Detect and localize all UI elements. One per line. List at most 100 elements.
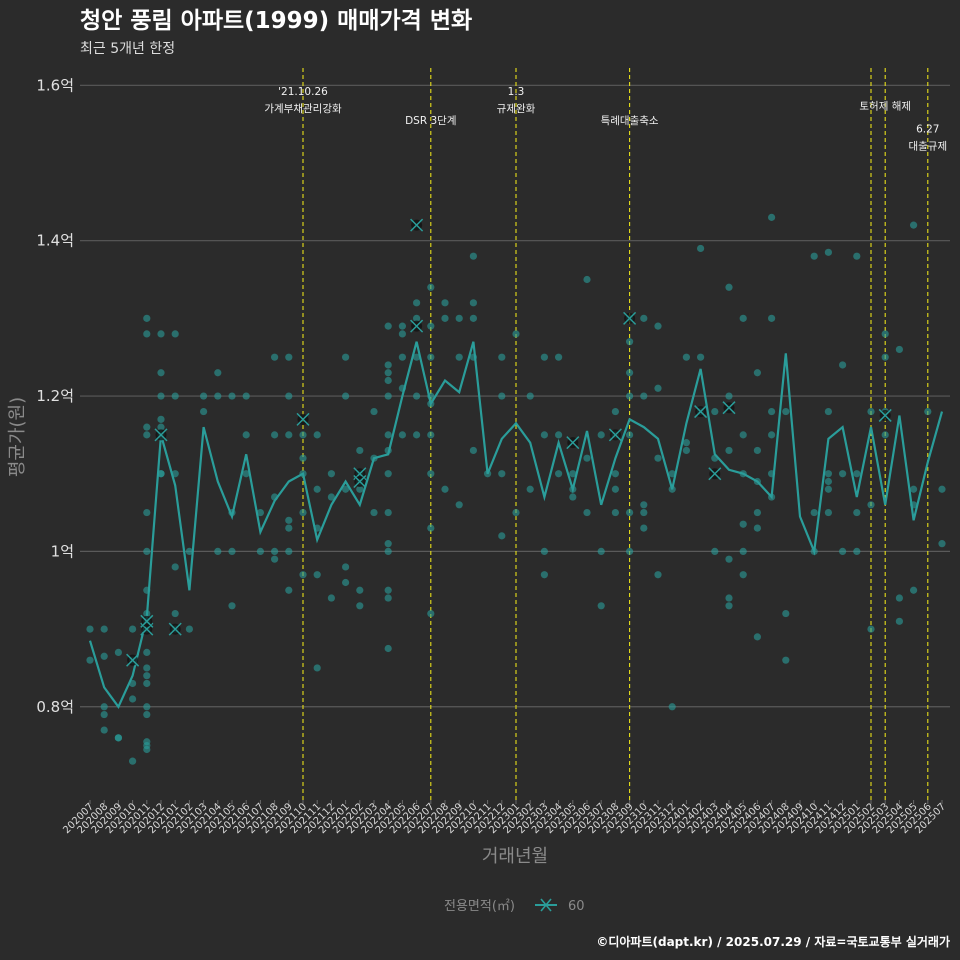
transaction-point xyxy=(398,322,406,330)
transaction-point xyxy=(938,485,946,493)
transaction-point xyxy=(824,477,833,486)
average-marker-stroke xyxy=(566,436,580,450)
average-marker-stroke xyxy=(878,408,892,422)
transaction-point xyxy=(129,695,137,703)
transaction-point xyxy=(342,563,350,571)
transaction-point xyxy=(725,392,733,400)
transaction-point xyxy=(739,314,747,322)
transaction-point xyxy=(824,248,833,256)
transaction-point xyxy=(739,431,747,439)
average-marker xyxy=(410,218,424,232)
average-marker-stroke xyxy=(353,474,367,489)
transaction-point xyxy=(285,392,293,400)
transaction-point xyxy=(725,602,733,610)
average-marker-stroke xyxy=(410,319,424,333)
transaction-point xyxy=(242,392,250,400)
transaction-point xyxy=(129,625,137,633)
transaction-point xyxy=(143,648,151,657)
average-marker xyxy=(623,311,637,325)
transaction-point xyxy=(384,322,392,330)
transaction-point xyxy=(654,571,662,579)
transaction-point xyxy=(143,679,151,688)
transaction-point xyxy=(640,501,648,509)
event-label: 규제완화 xyxy=(497,102,536,115)
event-label: '21.10.26 xyxy=(278,86,328,98)
transaction-point xyxy=(867,407,875,416)
transaction-point xyxy=(100,703,108,711)
transaction-point xyxy=(384,594,392,602)
transaction-point xyxy=(114,648,122,657)
transaction-point xyxy=(725,283,733,291)
average-marker xyxy=(878,408,892,422)
transaction-point xyxy=(427,524,435,532)
transaction-point xyxy=(384,392,392,400)
transaction-point xyxy=(654,384,662,392)
transaction-point xyxy=(214,547,222,556)
transaction-point xyxy=(157,415,165,423)
transaction-point xyxy=(654,454,662,462)
transaction-point xyxy=(895,345,904,354)
transaction-point xyxy=(143,330,151,338)
event-label: 토허제 해제 xyxy=(859,100,911,113)
transaction-point xyxy=(313,664,321,672)
average-marker xyxy=(353,474,367,489)
transaction-point xyxy=(512,330,520,338)
transaction-point xyxy=(881,353,889,361)
transaction-point xyxy=(441,485,449,493)
transaction-point xyxy=(356,446,364,455)
transaction-point xyxy=(143,423,151,431)
transaction-point xyxy=(782,407,790,416)
average-marker xyxy=(566,436,580,450)
transaction-point xyxy=(384,586,392,594)
transaction-point xyxy=(384,470,392,478)
transaction-point xyxy=(555,470,563,478)
transaction-point xyxy=(143,710,151,719)
transaction-point xyxy=(810,508,818,517)
average-marker-stroke xyxy=(140,614,154,628)
event-label: 특례대출축소 xyxy=(601,115,659,127)
transaction-point xyxy=(768,431,776,439)
average-marker-stroke xyxy=(708,467,722,481)
transaction-point xyxy=(640,392,648,400)
transaction-point xyxy=(753,446,762,455)
transaction-point xyxy=(299,571,307,579)
transaction-point xyxy=(668,703,676,711)
transaction-point xyxy=(469,314,477,322)
transaction-point xyxy=(725,594,733,602)
average-marker xyxy=(296,412,310,426)
average-marker xyxy=(708,467,722,481)
transaction-point xyxy=(427,609,435,618)
transaction-point xyxy=(597,547,605,556)
transaction-point xyxy=(512,508,520,517)
transaction-point xyxy=(469,252,477,260)
transaction-point xyxy=(242,431,250,439)
transaction-point xyxy=(668,470,676,478)
average-marker xyxy=(140,614,154,628)
transaction-point xyxy=(384,361,392,369)
transaction-point xyxy=(384,369,392,377)
transaction-point xyxy=(171,609,179,618)
transaction-point xyxy=(711,407,719,416)
transaction-point xyxy=(285,431,293,439)
transaction-point xyxy=(910,586,918,594)
transaction-point xyxy=(640,314,648,322)
transaction-point xyxy=(924,407,932,416)
transaction-point xyxy=(313,571,321,579)
legend: 전용면적(㎡) 60 xyxy=(444,898,585,914)
transaction-point xyxy=(867,625,875,633)
transaction-point xyxy=(185,547,193,556)
transaction-point xyxy=(739,571,747,579)
transaction-point xyxy=(824,508,833,517)
average-marker xyxy=(154,428,168,442)
transaction-point xyxy=(427,283,435,291)
average-marker xyxy=(694,405,708,419)
transaction-point xyxy=(569,470,577,478)
transaction-point xyxy=(143,672,151,680)
transaction-point xyxy=(143,664,151,672)
transaction-point xyxy=(697,244,705,253)
transaction-point xyxy=(228,392,236,400)
event-label: 1.3 xyxy=(508,86,525,98)
event-label: 6.27 xyxy=(916,124,939,136)
transaction-point xyxy=(342,353,350,361)
